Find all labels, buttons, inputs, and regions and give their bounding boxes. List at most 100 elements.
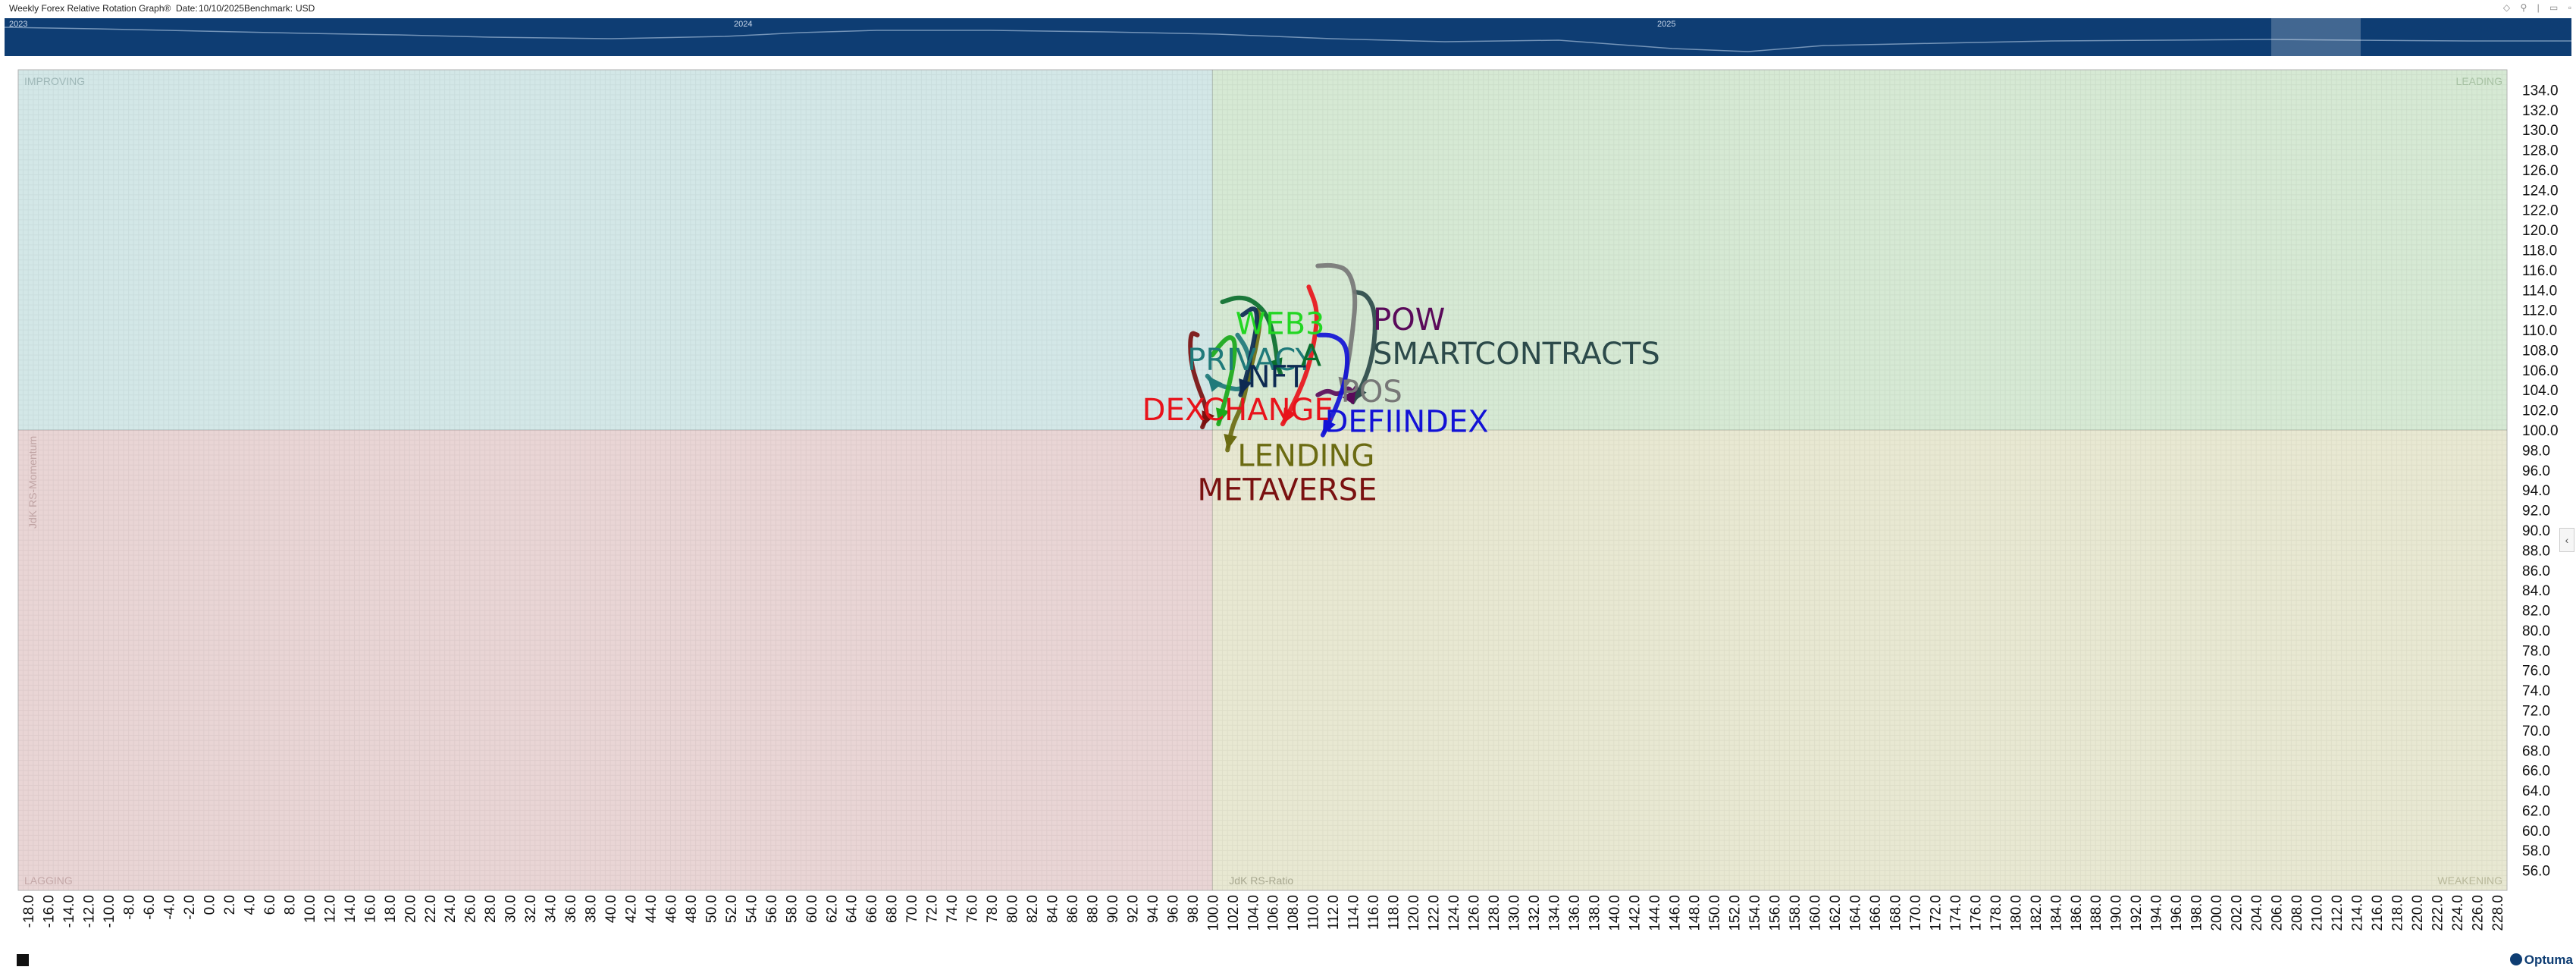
y-tick-label: 88.0	[2522, 543, 2550, 559]
quadrant-label-improving: IMPROVING	[24, 75, 85, 87]
x-tick-label: 182.0	[2029, 895, 2045, 931]
series-label-dexchange: DEXCHANGE	[1142, 393, 1333, 428]
series-head-dexchange	[1283, 407, 1296, 425]
y-tick-label: 120.0	[2522, 223, 2559, 239]
x-tick-label: 72.0	[925, 895, 941, 923]
x-tick-label: 202.0	[2230, 895, 2245, 931]
date-navigator[interactable]: 2023 2024 2025	[5, 18, 2571, 56]
x-tick-label: 178.0	[1988, 895, 2004, 931]
x-tick-label: 110.0	[1306, 895, 1322, 930]
x-tick-label: 10.0	[302, 895, 318, 923]
x-tick-label: 92.0	[1125, 895, 1141, 923]
series-tail-a	[1220, 295, 1283, 377]
x-tick-label: 206.0	[2270, 895, 2286, 931]
x-tick-label: 112.0	[1326, 895, 1342, 930]
x-tick-label: 96.0	[1165, 895, 1181, 923]
x-tick-label: 26.0	[463, 895, 479, 923]
series-label-pow: POW	[1373, 303, 1445, 337]
restore-icon[interactable]: ▭	[2549, 2, 2559, 13]
y-tick-label: 56.0	[2522, 864, 2550, 880]
y-tick-label: 112.0	[2522, 303, 2557, 319]
quadrant-lagging	[18, 430, 1213, 890]
x-tick-label: 30.0	[503, 895, 519, 923]
x-tick-label: 98.0	[1186, 895, 1202, 923]
x-tick-label: 158.0	[1788, 895, 1804, 931]
series-head-pow	[1342, 388, 1356, 405]
pin-icon[interactable]: ⚲	[2520, 2, 2527, 13]
y-tick-label: 74.0	[2522, 683, 2550, 699]
window-controls: ◇ ⚲ | ▭ ▫	[2496, 2, 2571, 13]
x-tick-label: 138.0	[1587, 895, 1603, 931]
close-icon[interactable]: ▫	[2568, 2, 2571, 13]
x-tick-label: 70.0	[904, 895, 920, 923]
x-tick-label: 140.0	[1607, 895, 1623, 931]
x-tick-label: 146.0	[1667, 895, 1683, 931]
side-panel-toggle[interactable]: ‹	[2559, 528, 2574, 552]
quadrant-weakening	[1212, 430, 2507, 890]
x-tick-label: 2.0	[222, 895, 238, 915]
series-label-metaverse: METAVERSE	[1197, 472, 1377, 507]
x-tick-label: 174.0	[1948, 895, 1964, 931]
x-tick-label: 66.0	[864, 895, 880, 923]
x-tick-label: 194.0	[2149, 895, 2165, 931]
y-tick-label: 130.0	[2522, 123, 2559, 139]
x-tick-label: 186.0	[2069, 895, 2085, 931]
x-tick-label: 74.0	[945, 895, 961, 923]
series-tail-lending	[1225, 307, 1262, 453]
series-head-nft	[1239, 378, 1252, 395]
brand-logo: Optuma	[2509, 953, 2573, 968]
x-tick-label: 46.0	[664, 895, 680, 923]
x-tick-label: 224.0	[2450, 895, 2466, 931]
x-tick-label: 184.0	[2048, 895, 2064, 931]
y-tick-label: 104.0	[2522, 383, 2559, 399]
series-label-web3: WEB3	[1236, 306, 1325, 341]
x-tick-label: 192.0	[2129, 895, 2145, 931]
y-tick-label: 106.0	[2522, 363, 2559, 379]
x-tick-label: 136.0	[1567, 895, 1583, 931]
diamond-icon[interactable]: ◇	[2502, 2, 2511, 13]
x-tick-label: 48.0	[684, 895, 700, 923]
series-tail-metaverse	[1188, 331, 1209, 430]
x-tick-label: 150.0	[1707, 895, 1723, 931]
y-tick-label: 62.0	[2522, 803, 2550, 819]
date-label: Date:	[176, 3, 198, 14]
x-tick-label: 80.0	[1005, 895, 1021, 923]
series-label-smartcontracts: SMARTCONTRACTS	[1373, 337, 1660, 372]
x-tick-label: 128.0	[1487, 895, 1503, 931]
x-tick-label: 126.0	[1467, 895, 1483, 931]
y-tick-label: 122.0	[2522, 203, 2559, 219]
y-tick-label: 134.0	[2522, 83, 2559, 99]
x-tick-label: 154.0	[1747, 895, 1763, 931]
x-tick-label: -8.0	[122, 895, 138, 920]
y-tick-label: 110.0	[2522, 323, 2557, 339]
quadrant-improving	[18, 70, 1213, 431]
title-bar: Weekly Forex Relative Rotation Graph® Da…	[0, 0, 2576, 17]
x-tick-label: 162.0	[1828, 895, 1844, 931]
x-tick-label: 196.0	[2169, 895, 2185, 931]
series-tail-defiindex	[1316, 332, 1350, 438]
x-tick-label: 54.0	[744, 895, 760, 923]
x-tick-label: 12.0	[322, 895, 338, 923]
x-tick-label: 78.0	[985, 895, 1001, 923]
series-head-web3	[1216, 407, 1230, 425]
x-tick-label: 52.0	[724, 895, 740, 923]
x-tick-label: 216.0	[2370, 895, 2386, 931]
x-tick-label: 62.0	[824, 895, 840, 923]
y-tick-label: 86.0	[2522, 563, 2550, 579]
navigator-window-handle[interactable]	[2271, 18, 2361, 56]
x-tick-label: 56.0	[764, 895, 780, 923]
x-tick-label: 16.0	[362, 895, 378, 923]
plot-border	[17, 69, 2508, 891]
x-tick-label: 144.0	[1647, 895, 1663, 931]
x-tick-label: -14.0	[61, 895, 77, 928]
grid-lines	[17, 69, 2508, 891]
series-tail-web3	[1210, 334, 1237, 427]
x-tick-label: 100.0	[1205, 895, 1221, 931]
x-tick-label: -18.0	[21, 895, 37, 928]
series-label-nft: NFT	[1248, 359, 1306, 394]
series-label-privacy: PRIVACY	[1187, 343, 1314, 378]
x-tick-label: 152.0	[1728, 895, 1744, 931]
benchmark-value: USD	[296, 3, 315, 14]
status-square-icon[interactable]	[17, 954, 29, 966]
x-tick-label: 170.0	[1908, 895, 1924, 931]
